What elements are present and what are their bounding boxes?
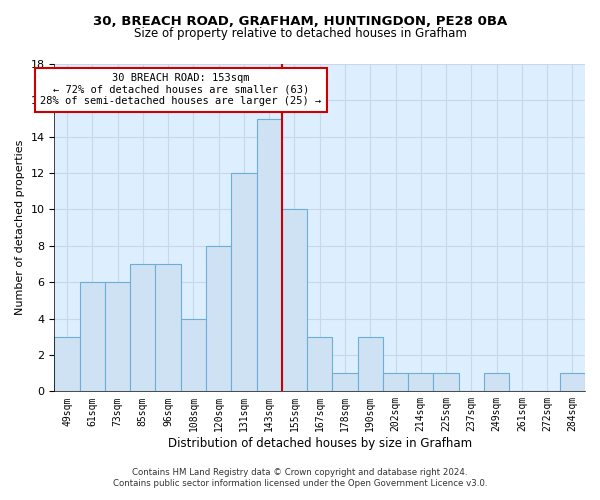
Bar [383, 373, 408, 392]
Bar [484, 373, 509, 392]
Bar [231, 173, 257, 392]
Bar [433, 373, 458, 392]
Bar [307, 337, 332, 392]
Bar [257, 118, 282, 392]
Bar [282, 210, 307, 392]
Bar [55, 337, 80, 392]
Bar [80, 282, 105, 392]
Bar [155, 264, 181, 392]
Bar [181, 318, 206, 392]
Text: 30 BREACH ROAD: 153sqm
← 72% of detached houses are smaller (63)
28% of semi-det: 30 BREACH ROAD: 153sqm ← 72% of detached… [40, 73, 322, 106]
Bar [560, 373, 585, 392]
Bar [130, 264, 155, 392]
Bar [408, 373, 433, 392]
X-axis label: Distribution of detached houses by size in Grafham: Distribution of detached houses by size … [167, 437, 472, 450]
Text: Size of property relative to detached houses in Grafham: Size of property relative to detached ho… [134, 28, 466, 40]
Bar [105, 282, 130, 392]
Text: 30, BREACH ROAD, GRAFHAM, HUNTINGDON, PE28 0BA: 30, BREACH ROAD, GRAFHAM, HUNTINGDON, PE… [93, 15, 507, 28]
Y-axis label: Number of detached properties: Number of detached properties [15, 140, 25, 316]
Bar [358, 337, 383, 392]
Text: Contains HM Land Registry data © Crown copyright and database right 2024.
Contai: Contains HM Land Registry data © Crown c… [113, 468, 487, 487]
Bar [206, 246, 231, 392]
Bar [332, 373, 358, 392]
